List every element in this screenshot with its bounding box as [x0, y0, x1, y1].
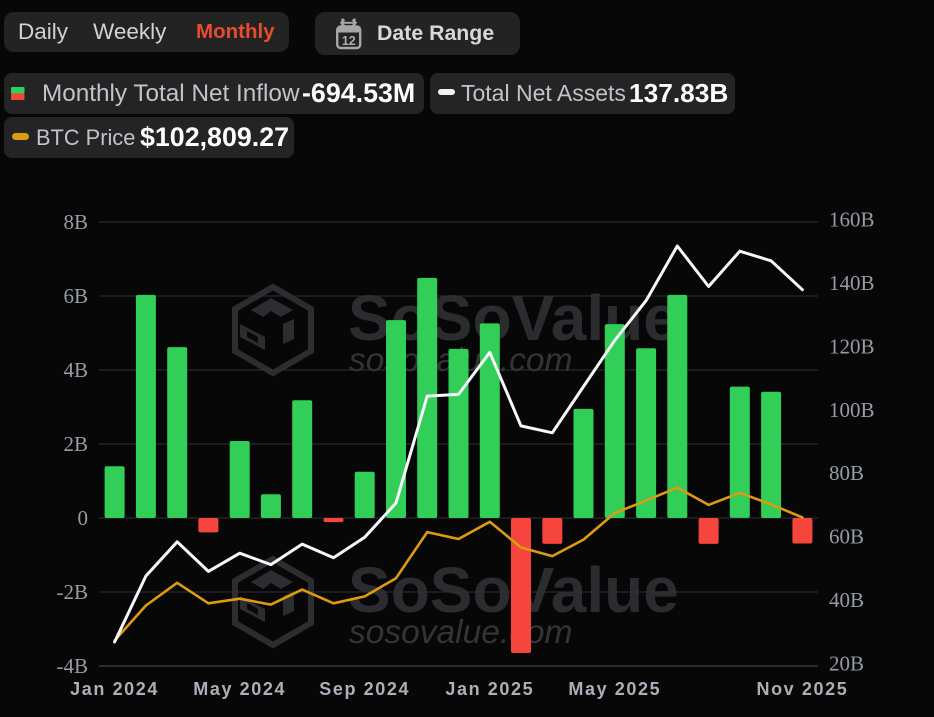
svg-text:Jan 2025: Jan 2025 — [445, 679, 534, 699]
svg-text:6B: 6B — [63, 284, 88, 308]
svg-text:May 2024: May 2024 — [193, 679, 286, 699]
svg-text:-2B: -2B — [57, 580, 89, 604]
svg-text:8B: 8B — [63, 210, 88, 234]
svg-text:12: 12 — [342, 34, 356, 48]
svg-text:20B: 20B — [829, 652, 864, 676]
svg-text:80B: 80B — [829, 461, 864, 485]
svg-text:100B: 100B — [829, 398, 875, 422]
svg-text:2B: 2B — [63, 432, 88, 456]
svg-text:Jan 2024: Jan 2024 — [70, 679, 159, 699]
svg-text:-4B: -4B — [57, 654, 89, 678]
svg-text:120B: 120B — [829, 334, 875, 358]
svg-text:sosovalue.com: sosovalue.com — [349, 614, 572, 651]
svg-text:60B: 60B — [829, 525, 864, 549]
svg-text:40B: 40B — [829, 588, 864, 612]
svg-text:0: 0 — [78, 506, 89, 530]
svg-text:Sep 2024: Sep 2024 — [319, 679, 410, 699]
svg-text:Nov 2025: Nov 2025 — [756, 679, 848, 699]
svg-text:160B: 160B — [829, 208, 875, 232]
svg-text:May 2025: May 2025 — [568, 679, 661, 699]
svg-text:140B: 140B — [829, 271, 875, 295]
svg-text:4B: 4B — [63, 358, 88, 382]
